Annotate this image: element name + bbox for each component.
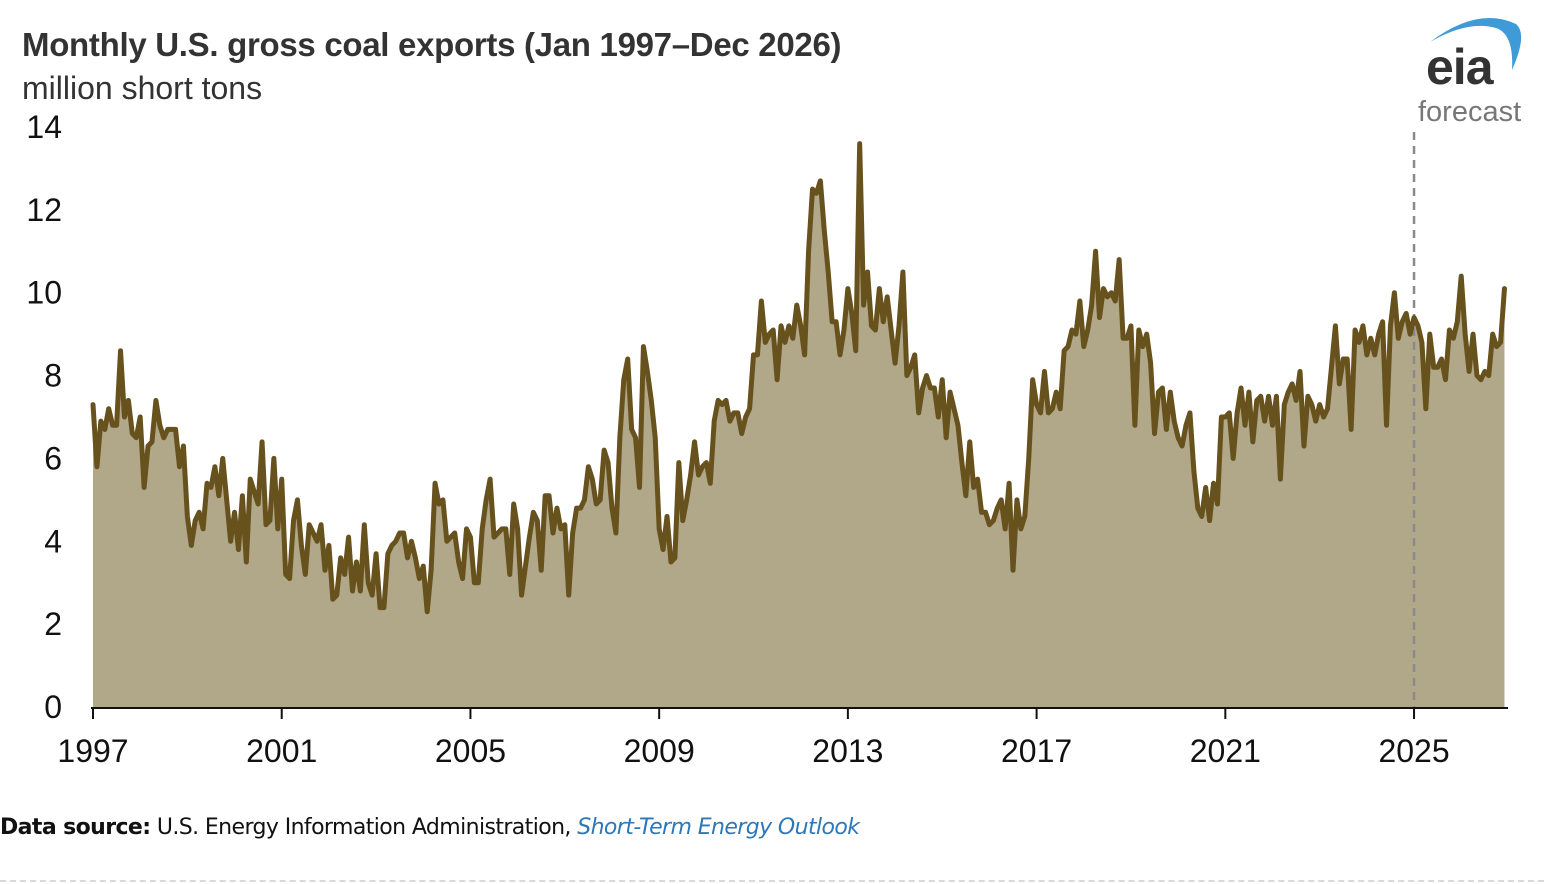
logo-arc-icon xyxy=(1430,18,1522,70)
x-tick-label: 2009 xyxy=(624,733,695,769)
x-tick-label: 2017 xyxy=(1001,733,1072,769)
source-label: Data source: xyxy=(0,815,151,840)
series-line xyxy=(90,141,1507,615)
forecast-label: forecast xyxy=(1418,96,1522,128)
source-link[interactable]: Short-Term Energy Outlook xyxy=(577,815,860,840)
x-tick-label: 2025 xyxy=(1378,733,1449,769)
y-tick-label: 4 xyxy=(44,523,62,559)
x-tick-label: 1997 xyxy=(57,733,128,769)
y-tick-label: 2 xyxy=(44,606,62,642)
chart-title: Monthly U.S. gross coal exports (Jan 199… xyxy=(22,26,842,63)
source-text: U.S. Energy Information Administration, xyxy=(156,815,572,840)
eia-logo: eia xyxy=(1418,12,1538,95)
y-tick-label: 10 xyxy=(26,275,62,311)
y-tick-label: 12 xyxy=(26,192,62,228)
x-tick-label: 2021 xyxy=(1190,733,1261,769)
chart-plot: 1997 2001 2005 2009 2013 2017 2021 2025 0 2 4 6 8 10 1… xyxy=(26,109,1508,769)
y-tick-label: 14 xyxy=(26,109,62,145)
y-tick-label: 0 xyxy=(44,689,62,725)
logo-text: eia xyxy=(1426,39,1494,95)
chart-units: million short tons xyxy=(22,70,263,106)
x-tick-label: 2013 xyxy=(812,733,883,769)
y-tick-label: 6 xyxy=(44,440,62,476)
series-area xyxy=(93,143,1505,707)
x-tick-label: 2001 xyxy=(246,733,317,769)
data-source: Data source: U.S. Energy Information Adm… xyxy=(0,815,860,840)
y-tick-label: 8 xyxy=(44,358,62,394)
x-tick-label: 2005 xyxy=(435,733,506,769)
bottom-divider xyxy=(0,880,1544,882)
